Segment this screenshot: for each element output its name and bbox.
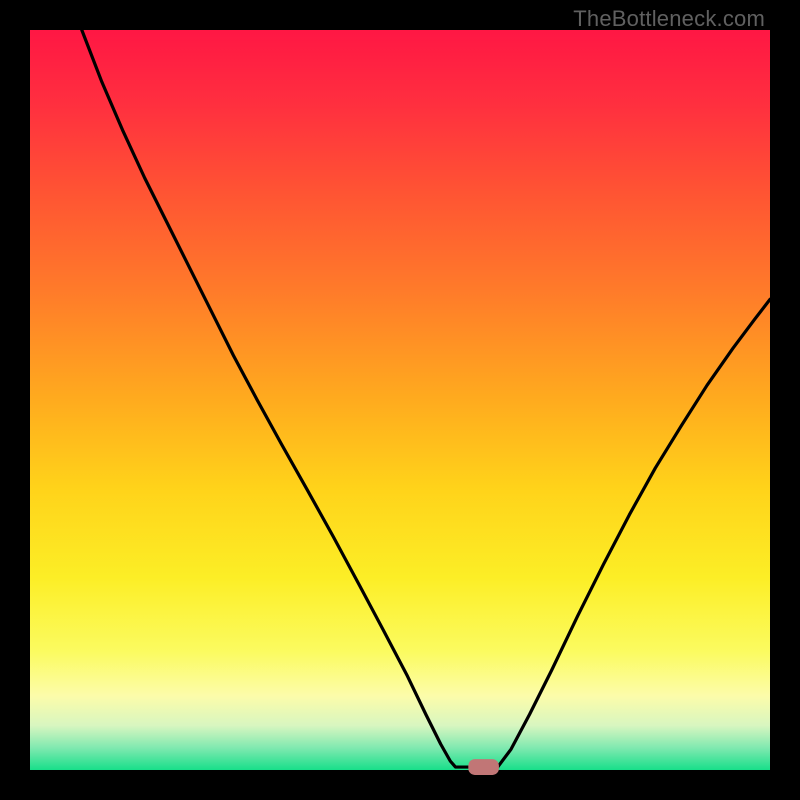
bottleneck-curve <box>82 30 770 767</box>
plot-area <box>30 30 770 770</box>
watermark-text: TheBottleneck.com <box>573 6 765 32</box>
chart-root: TheBottleneck.com <box>0 0 800 800</box>
curve-layer <box>30 30 770 770</box>
minimum-marker <box>469 760 499 775</box>
